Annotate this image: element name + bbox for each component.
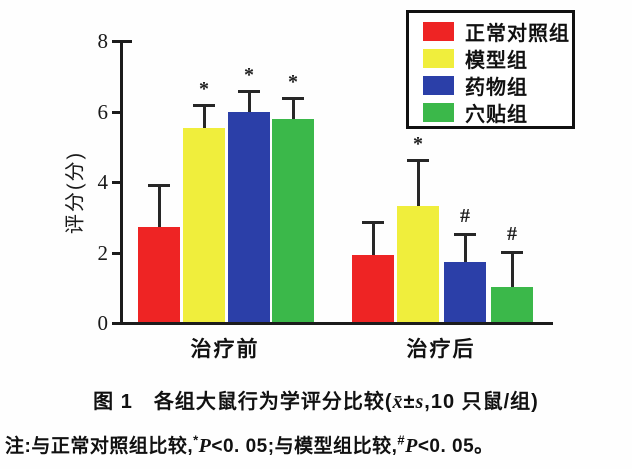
y-axis-tick-label: 4 bbox=[97, 170, 109, 194]
x-axis-category-label: 治疗后 bbox=[406, 338, 476, 361]
y-axis-title: 评分(分) bbox=[64, 150, 87, 235]
legend-label: 正常对照组 bbox=[465, 22, 570, 45]
bar-治疗后-药物组 bbox=[444, 262, 486, 322]
y-axis-tick-label: 2 bbox=[97, 240, 109, 265]
note-p1: P bbox=[198, 435, 212, 457]
error-bar-line bbox=[247, 91, 251, 113]
error-bar-line bbox=[371, 221, 375, 256]
error-bar-cap bbox=[362, 220, 384, 224]
note-p2: P bbox=[405, 435, 418, 457]
caption-xbar-symbol: x̄ bbox=[392, 391, 404, 413]
bar-治疗前-药物组 bbox=[228, 112, 270, 322]
significance-marker-star: * bbox=[288, 71, 298, 94]
y-axis-tick bbox=[112, 40, 120, 43]
legend-label: 药物组 bbox=[465, 76, 528, 99]
caption-s-symbol: s bbox=[415, 391, 425, 413]
error-bar-line bbox=[510, 251, 514, 287]
bar-治疗后-穴贴组 bbox=[491, 286, 533, 322]
legend-item: 药物组 bbox=[423, 73, 528, 99]
legend-swatch bbox=[423, 21, 454, 41]
bar-治疗前-正常对照组 bbox=[138, 226, 180, 322]
bar-治疗后-正常对照组 bbox=[352, 255, 394, 322]
caption-plusminus: ± bbox=[403, 391, 416, 413]
legend-swatch bbox=[423, 75, 454, 95]
note-prefix: 注:与正常对照组比较, bbox=[5, 436, 194, 457]
legend-item: 模型组 bbox=[423, 46, 528, 72]
bar-chart: 0 2 4 6 8 * * * # * # 治疗前 治疗后 bbox=[97, 29, 553, 361]
significance-marker-star: * bbox=[413, 132, 423, 155]
bar-治疗后-模型组 bbox=[397, 205, 439, 322]
note-mid: <0. 05;与模型组比较, bbox=[211, 436, 398, 457]
error-bar-line bbox=[291, 98, 295, 120]
significance-marker-star: * bbox=[199, 78, 209, 101]
x-axis-category-label: 治疗前 bbox=[190, 338, 260, 361]
significance-marker-hash: # bbox=[507, 222, 517, 245]
caption-text: 图 1 各组大鼠行为学评分比较( bbox=[93, 391, 393, 413]
y-axis-line bbox=[120, 40, 123, 325]
error-bar-line bbox=[202, 105, 206, 129]
error-bar-line bbox=[463, 233, 467, 263]
bar-治疗前-穴贴组 bbox=[272, 119, 314, 322]
y-axis-tick bbox=[112, 110, 120, 114]
legend-swatch bbox=[423, 102, 454, 122]
note-hash-marker: # bbox=[397, 432, 406, 448]
error-bar-cap bbox=[282, 97, 304, 101]
figure-caption: 图 1 各组大鼠行为学评分比较(x̄±s,10 只鼠/组) bbox=[0, 385, 632, 414]
error-bar-cap bbox=[148, 183, 170, 187]
y-axis-tick-label: 0 bbox=[97, 311, 109, 335]
error-bar-cap bbox=[501, 250, 523, 254]
y-axis-tick-label: 8 bbox=[97, 29, 109, 53]
error-bar-cap bbox=[454, 232, 476, 236]
note-star-marker: * bbox=[193, 432, 199, 448]
note-suffix: <0. 05。 bbox=[417, 436, 494, 457]
significance-marker-star: * bbox=[244, 64, 254, 87]
chart-legend: 正常对照组模型组药物组穴贴组 bbox=[406, 10, 575, 129]
y-axis-top-hook bbox=[123, 40, 132, 43]
caption-text-2: ,10 只鼠/组) bbox=[424, 391, 539, 413]
bar-治疗前-模型组 bbox=[183, 128, 225, 322]
y-axis-tick bbox=[112, 322, 120, 325]
error-bar-cap bbox=[238, 90, 260, 94]
x-axis-line bbox=[120, 322, 553, 325]
legend-item: 穴贴组 bbox=[423, 100, 528, 126]
legend-label: 穴贴组 bbox=[465, 103, 528, 126]
y-axis-tick-label: 6 bbox=[97, 99, 109, 124]
legend-item: 正常对照组 bbox=[423, 19, 570, 45]
error-bar-line bbox=[416, 159, 420, 206]
significance-marker-hash: # bbox=[460, 204, 470, 227]
y-axis-tick bbox=[112, 181, 120, 184]
legend-label: 模型组 bbox=[465, 49, 528, 72]
error-bar-cap bbox=[407, 158, 429, 162]
figure-note: 注:与正常对照组比较,*P<0. 05;与模型组比较,#P<0. 05。 bbox=[5, 431, 629, 458]
legend-swatch bbox=[423, 48, 454, 68]
error-bar-cap bbox=[193, 104, 215, 108]
error-bar-line bbox=[157, 184, 161, 227]
y-axis-tick bbox=[112, 251, 120, 255]
